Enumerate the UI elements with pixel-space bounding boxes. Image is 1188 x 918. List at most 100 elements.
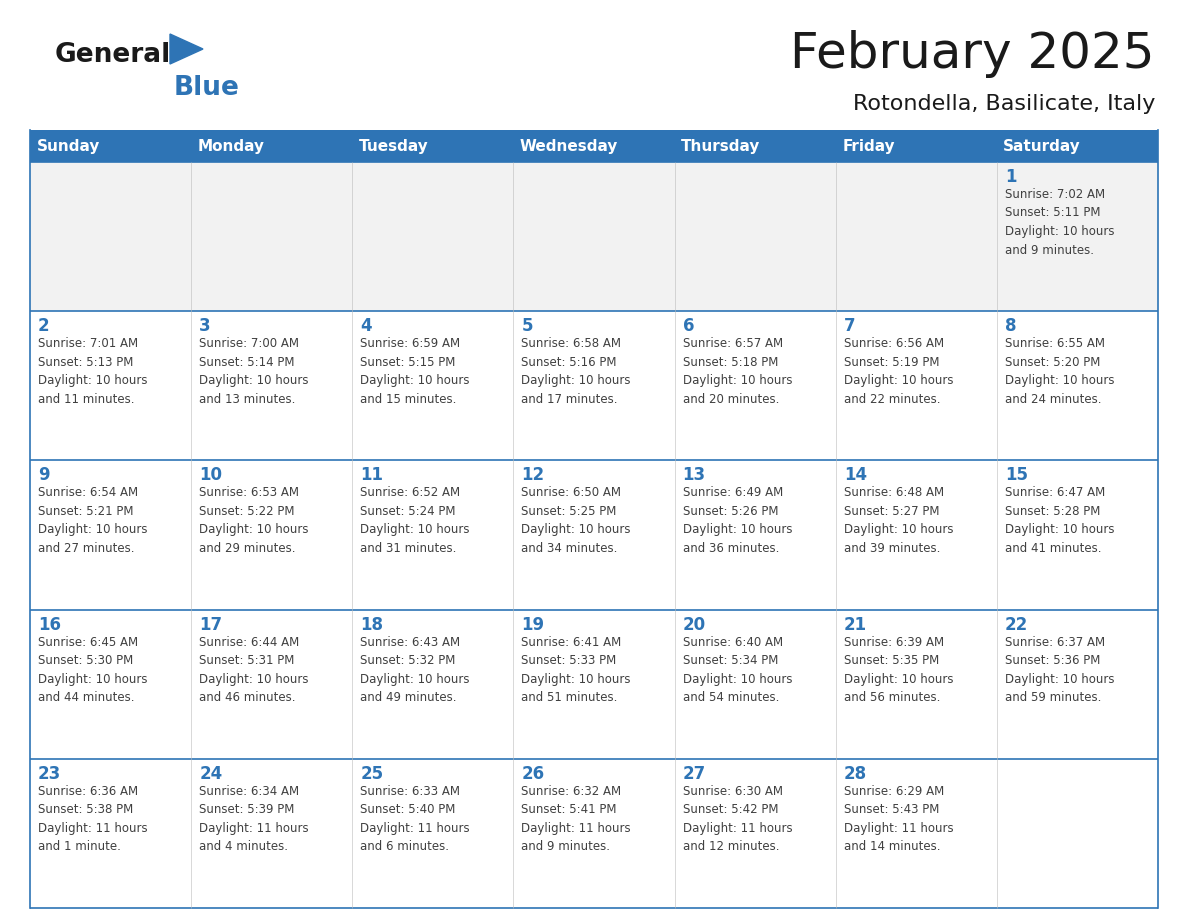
Bar	[997, 610, 1158, 759]
Bar	[513, 311, 675, 461]
Text: Sunday: Sunday	[37, 139, 100, 153]
Text: Sunrise: 6:39 AM
Sunset: 5:35 PM
Daylight: 10 hours
and 56 minutes.: Sunrise: 6:39 AM Sunset: 5:35 PM Dayligh…	[843, 635, 953, 704]
Bar	[191, 610, 353, 759]
Text: 25: 25	[360, 765, 384, 783]
Bar	[30, 311, 191, 461]
Text: 28: 28	[843, 765, 867, 783]
Text: Blue: Blue	[173, 75, 240, 101]
Text: Sunrise: 6:53 AM
Sunset: 5:22 PM
Daylight: 10 hours
and 29 minutes.: Sunrise: 6:53 AM Sunset: 5:22 PM Dayligh…	[200, 487, 309, 554]
Text: Sunrise: 6:33 AM
Sunset: 5:40 PM
Daylight: 11 hours
and 6 minutes.: Sunrise: 6:33 AM Sunset: 5:40 PM Dayligh…	[360, 785, 470, 854]
Bar	[353, 461, 513, 610]
Bar	[835, 461, 997, 610]
Bar	[675, 461, 835, 610]
Text: Sunrise: 7:00 AM
Sunset: 5:14 PM
Daylight: 10 hours
and 13 minutes.: Sunrise: 7:00 AM Sunset: 5:14 PM Dayligh…	[200, 337, 309, 406]
Bar	[675, 311, 835, 461]
Text: 19: 19	[522, 616, 544, 633]
Text: Sunrise: 6:44 AM
Sunset: 5:31 PM
Daylight: 10 hours
and 46 minutes.: Sunrise: 6:44 AM Sunset: 5:31 PM Dayligh…	[200, 635, 309, 704]
Bar	[997, 461, 1158, 610]
Text: February 2025: February 2025	[790, 30, 1155, 78]
Bar	[997, 759, 1158, 908]
Text: Sunrise: 6:41 AM
Sunset: 5:33 PM
Daylight: 10 hours
and 51 minutes.: Sunrise: 6:41 AM Sunset: 5:33 PM Dayligh…	[522, 635, 631, 704]
Text: Sunrise: 6:59 AM
Sunset: 5:15 PM
Daylight: 10 hours
and 15 minutes.: Sunrise: 6:59 AM Sunset: 5:15 PM Dayligh…	[360, 337, 469, 406]
Text: 6: 6	[683, 318, 694, 335]
Polygon shape	[170, 34, 203, 64]
Bar	[513, 759, 675, 908]
Text: Sunrise: 6:57 AM
Sunset: 5:18 PM
Daylight: 10 hours
and 20 minutes.: Sunrise: 6:57 AM Sunset: 5:18 PM Dayligh…	[683, 337, 792, 406]
Bar	[30, 130, 1158, 162]
Text: 13: 13	[683, 466, 706, 485]
Text: 8: 8	[1005, 318, 1017, 335]
Text: 4: 4	[360, 318, 372, 335]
Bar	[835, 162, 997, 311]
Bar	[997, 162, 1158, 311]
Text: Sunrise: 6:47 AM
Sunset: 5:28 PM
Daylight: 10 hours
and 41 minutes.: Sunrise: 6:47 AM Sunset: 5:28 PM Dayligh…	[1005, 487, 1114, 554]
Bar	[353, 610, 513, 759]
Text: 23: 23	[38, 765, 62, 783]
Text: Rotondella, Basilicate, Italy: Rotondella, Basilicate, Italy	[853, 94, 1155, 114]
Text: 18: 18	[360, 616, 384, 633]
Text: 2: 2	[38, 318, 50, 335]
Text: 1: 1	[1005, 168, 1017, 186]
Text: Sunrise: 7:02 AM
Sunset: 5:11 PM
Daylight: 10 hours
and 9 minutes.: Sunrise: 7:02 AM Sunset: 5:11 PM Dayligh…	[1005, 188, 1114, 256]
Bar	[191, 162, 353, 311]
Bar	[513, 461, 675, 610]
Bar	[30, 759, 191, 908]
Bar	[835, 311, 997, 461]
Text: Sunrise: 6:43 AM
Sunset: 5:32 PM
Daylight: 10 hours
and 49 minutes.: Sunrise: 6:43 AM Sunset: 5:32 PM Dayligh…	[360, 635, 469, 704]
Text: Sunrise: 6:56 AM
Sunset: 5:19 PM
Daylight: 10 hours
and 22 minutes.: Sunrise: 6:56 AM Sunset: 5:19 PM Dayligh…	[843, 337, 953, 406]
Bar	[675, 610, 835, 759]
Text: Sunrise: 6:54 AM
Sunset: 5:21 PM
Daylight: 10 hours
and 27 minutes.: Sunrise: 6:54 AM Sunset: 5:21 PM Dayligh…	[38, 487, 147, 554]
Text: Sunrise: 6:50 AM
Sunset: 5:25 PM
Daylight: 10 hours
and 34 minutes.: Sunrise: 6:50 AM Sunset: 5:25 PM Dayligh…	[522, 487, 631, 554]
Text: 16: 16	[38, 616, 61, 633]
Bar	[191, 461, 353, 610]
Text: 12: 12	[522, 466, 544, 485]
Bar	[997, 311, 1158, 461]
Text: Sunrise: 6:52 AM
Sunset: 5:24 PM
Daylight: 10 hours
and 31 minutes.: Sunrise: 6:52 AM Sunset: 5:24 PM Dayligh…	[360, 487, 469, 554]
Text: Sunrise: 6:48 AM
Sunset: 5:27 PM
Daylight: 10 hours
and 39 minutes.: Sunrise: 6:48 AM Sunset: 5:27 PM Dayligh…	[843, 487, 953, 554]
Text: Sunrise: 6:49 AM
Sunset: 5:26 PM
Daylight: 10 hours
and 36 minutes.: Sunrise: 6:49 AM Sunset: 5:26 PM Dayligh…	[683, 487, 792, 554]
Text: 11: 11	[360, 466, 384, 485]
Bar	[353, 759, 513, 908]
Bar	[835, 610, 997, 759]
Bar	[513, 162, 675, 311]
Text: 27: 27	[683, 765, 706, 783]
Bar	[675, 162, 835, 311]
Text: Sunrise: 6:55 AM
Sunset: 5:20 PM
Daylight: 10 hours
and 24 minutes.: Sunrise: 6:55 AM Sunset: 5:20 PM Dayligh…	[1005, 337, 1114, 406]
Bar	[353, 162, 513, 311]
Text: Sunrise: 6:30 AM
Sunset: 5:42 PM
Daylight: 11 hours
and 12 minutes.: Sunrise: 6:30 AM Sunset: 5:42 PM Dayligh…	[683, 785, 792, 854]
Text: Sunrise: 6:36 AM
Sunset: 5:38 PM
Daylight: 11 hours
and 1 minute.: Sunrise: 6:36 AM Sunset: 5:38 PM Dayligh…	[38, 785, 147, 854]
Text: Saturday: Saturday	[1004, 139, 1081, 153]
Text: 14: 14	[843, 466, 867, 485]
Text: Monday: Monday	[197, 139, 265, 153]
Text: 9: 9	[38, 466, 50, 485]
Bar	[30, 162, 191, 311]
Text: 17: 17	[200, 616, 222, 633]
Text: Sunrise: 6:32 AM
Sunset: 5:41 PM
Daylight: 11 hours
and 9 minutes.: Sunrise: 6:32 AM Sunset: 5:41 PM Dayligh…	[522, 785, 631, 854]
Text: Sunrise: 6:29 AM
Sunset: 5:43 PM
Daylight: 11 hours
and 14 minutes.: Sunrise: 6:29 AM Sunset: 5:43 PM Dayligh…	[843, 785, 954, 854]
Text: 26: 26	[522, 765, 544, 783]
Text: Sunrise: 6:40 AM
Sunset: 5:34 PM
Daylight: 10 hours
and 54 minutes.: Sunrise: 6:40 AM Sunset: 5:34 PM Dayligh…	[683, 635, 792, 704]
Bar	[353, 311, 513, 461]
Text: Sunrise: 6:45 AM
Sunset: 5:30 PM
Daylight: 10 hours
and 44 minutes.: Sunrise: 6:45 AM Sunset: 5:30 PM Dayligh…	[38, 635, 147, 704]
Text: 15: 15	[1005, 466, 1028, 485]
Text: Thursday: Thursday	[681, 139, 760, 153]
Bar	[835, 759, 997, 908]
Text: 22: 22	[1005, 616, 1028, 633]
Bar	[30, 610, 191, 759]
Text: Wednesday: Wednesday	[520, 139, 618, 153]
Text: Sunrise: 6:58 AM
Sunset: 5:16 PM
Daylight: 10 hours
and 17 minutes.: Sunrise: 6:58 AM Sunset: 5:16 PM Dayligh…	[522, 337, 631, 406]
Text: 3: 3	[200, 318, 210, 335]
Text: Sunrise: 6:37 AM
Sunset: 5:36 PM
Daylight: 10 hours
and 59 minutes.: Sunrise: 6:37 AM Sunset: 5:36 PM Dayligh…	[1005, 635, 1114, 704]
Bar	[191, 311, 353, 461]
Text: 5: 5	[522, 318, 533, 335]
Bar	[30, 461, 191, 610]
Text: Tuesday: Tuesday	[359, 139, 429, 153]
Bar	[675, 759, 835, 908]
Text: Friday: Friday	[842, 139, 895, 153]
Text: Sunrise: 6:34 AM
Sunset: 5:39 PM
Daylight: 11 hours
and 4 minutes.: Sunrise: 6:34 AM Sunset: 5:39 PM Dayligh…	[200, 785, 309, 854]
Bar	[191, 759, 353, 908]
Text: 7: 7	[843, 318, 855, 335]
Text: General: General	[55, 42, 171, 68]
Text: 10: 10	[200, 466, 222, 485]
Text: 20: 20	[683, 616, 706, 633]
